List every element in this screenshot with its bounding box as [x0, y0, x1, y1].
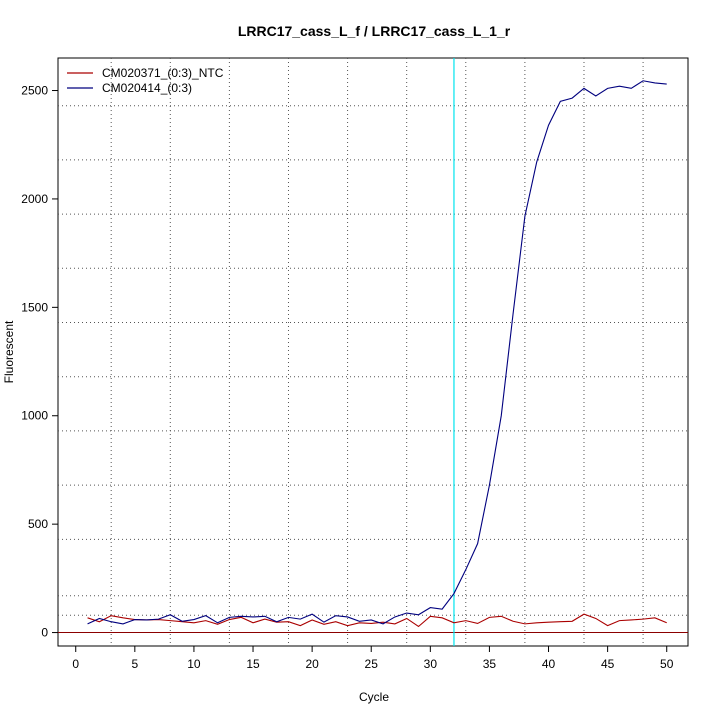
y-tick-label: 2500	[21, 84, 48, 98]
x-tick-label: 45	[601, 657, 615, 671]
legend-label-2: CM020414_(0:3)	[102, 81, 192, 95]
x-tick-label: 15	[246, 657, 260, 671]
plot-frame	[57, 57, 689, 647]
x-tick-label: 40	[542, 657, 556, 671]
x-tick-label: 0	[72, 657, 79, 671]
x-tick-label: 30	[424, 657, 438, 671]
x-tick-label: 35	[483, 657, 497, 671]
x-axis: 0 5 10 15 20 25 30 35 40 45 50	[72, 646, 674, 671]
x-tick-label: 5	[131, 657, 138, 671]
y-axis-title: Fluorescent	[2, 320, 16, 383]
x-tick-label: 10	[187, 657, 201, 671]
chart-title: LRRC17_cass_L_f / LRRC17_cass_L_1_r	[238, 23, 511, 39]
y-tick-label: 0	[41, 626, 48, 640]
x-axis-title: Cycle	[359, 690, 389, 704]
series-line-2	[87, 80, 667, 625]
reference-lines	[58, 58, 688, 646]
y-tick-label: 2000	[21, 192, 48, 206]
x-tick-label: 25	[365, 657, 379, 671]
y-tick-label: 1000	[21, 409, 48, 423]
series-lines	[87, 80, 667, 628]
series-line-1	[87, 613, 667, 628]
y-tick-label: 500	[28, 517, 48, 531]
x-tick-label: 50	[660, 657, 674, 671]
x-tick-label: 20	[305, 657, 319, 671]
legend-label-1: CM020371_(0:3)_NTC	[102, 66, 224, 80]
grid	[58, 58, 688, 646]
y-axis: 0 500 1000 1500 2000 2500	[21, 84, 58, 640]
y-tick-label: 1500	[21, 300, 48, 314]
